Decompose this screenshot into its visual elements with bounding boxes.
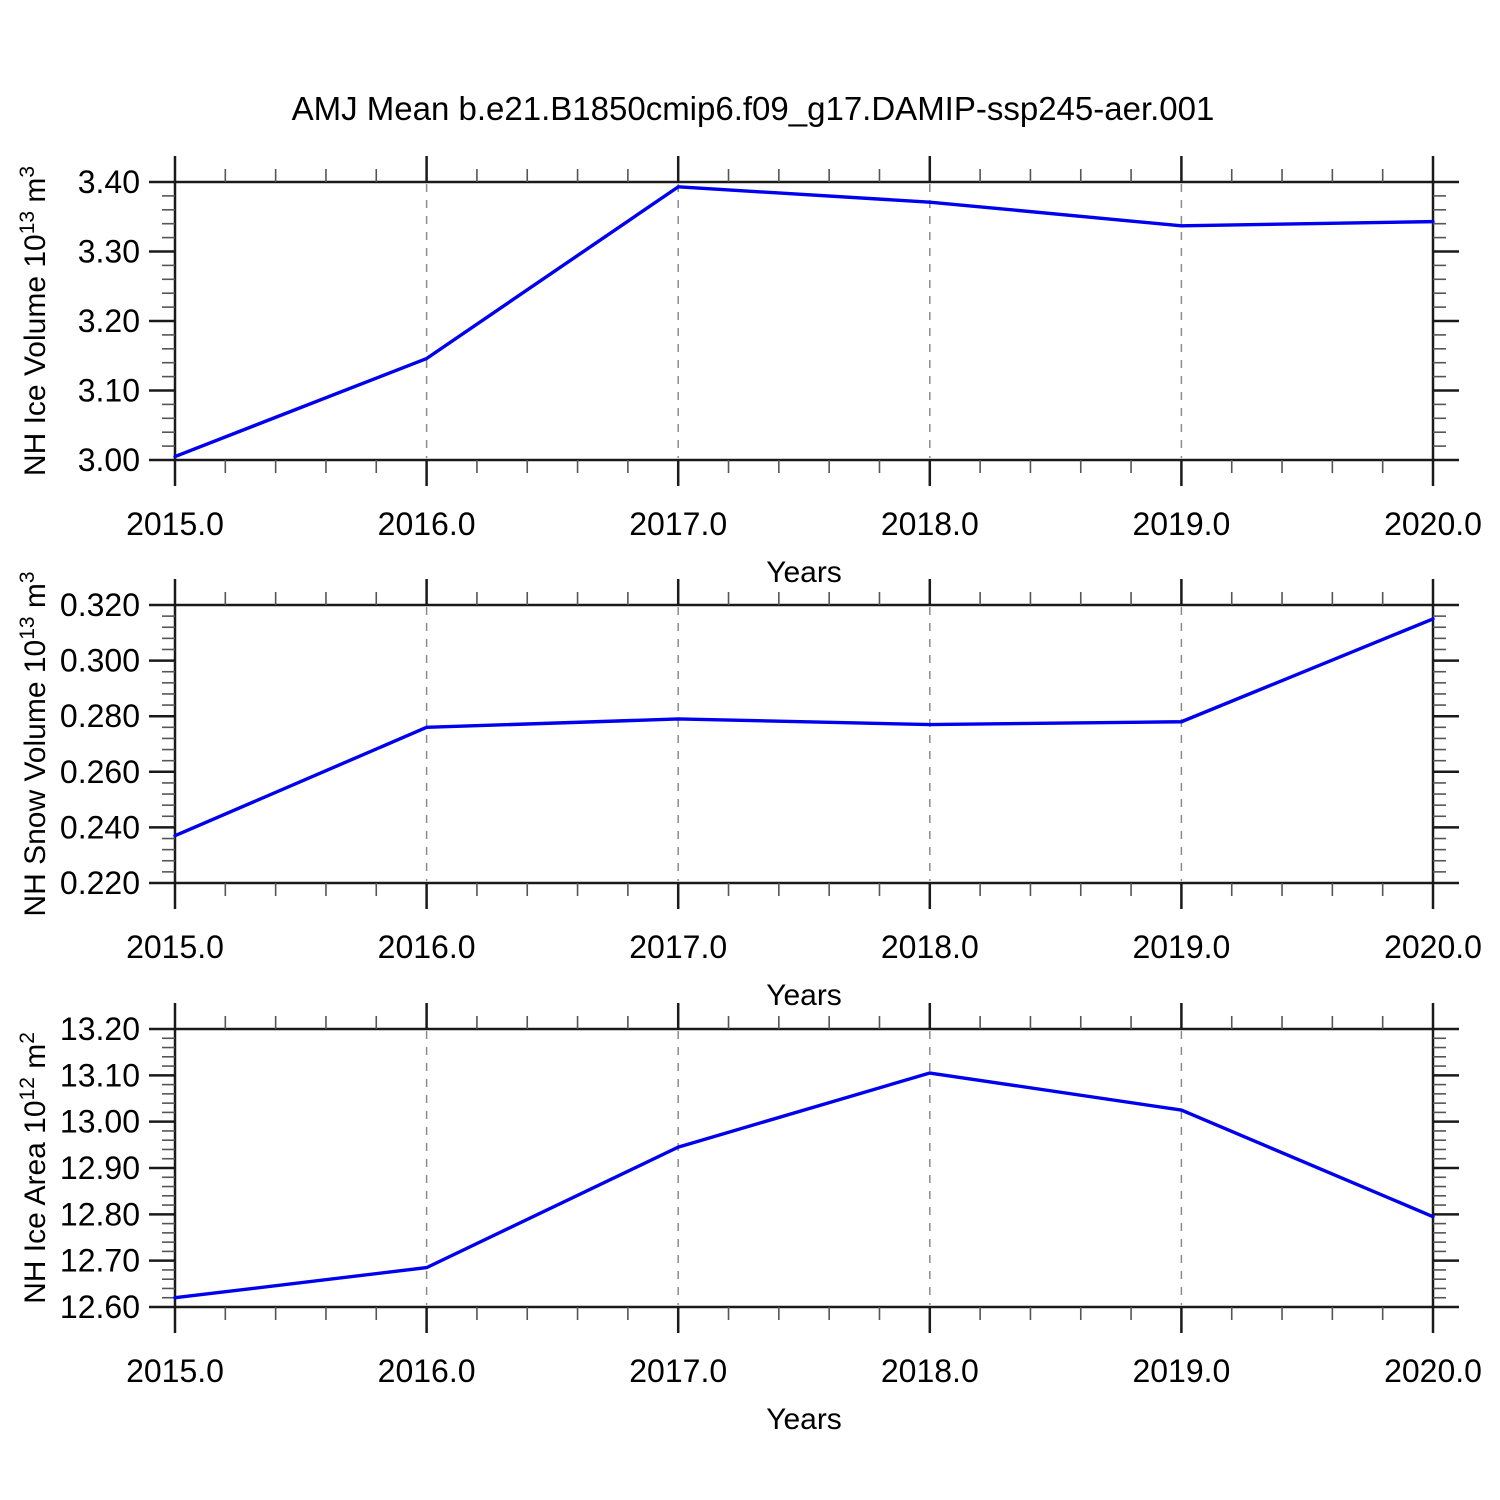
x-tick-label: 2016.0 bbox=[378, 929, 476, 965]
nh-ice-volume-line bbox=[173, 185, 1435, 459]
x-tick-label: 2020.0 bbox=[1384, 1353, 1482, 1389]
x-tick-label: 2018.0 bbox=[881, 929, 979, 965]
y-tick-label: 13.00 bbox=[60, 1104, 140, 1140]
y-tick-label: 3.40 bbox=[78, 164, 140, 200]
y-tick-label: 13.10 bbox=[60, 1057, 140, 1093]
y-tick-label: 12.80 bbox=[60, 1196, 140, 1232]
y-tick-label: 12.90 bbox=[60, 1150, 140, 1186]
y-tick-label: 0.300 bbox=[60, 643, 140, 679]
y-tick-label: 0.240 bbox=[60, 809, 140, 845]
x-tick-label: 2015.0 bbox=[126, 929, 224, 965]
y-axis-title: NH Snow Volume 1013 m3 bbox=[16, 571, 52, 916]
x-tick-label: 2020.0 bbox=[1384, 929, 1482, 965]
nh-snow-volume-line bbox=[173, 617, 1435, 838]
plot-border bbox=[173, 1027, 1435, 1309]
y-tick-label: 3.30 bbox=[78, 234, 140, 270]
x-tick-label: 2015.0 bbox=[126, 1353, 224, 1389]
y-tick-label: 3.10 bbox=[78, 373, 140, 409]
y-axis-title: NH Ice Area 1012 m2 bbox=[16, 1032, 52, 1304]
y-tick-label: 13.20 bbox=[60, 1011, 140, 1047]
y-tick-label: 3.00 bbox=[78, 442, 140, 478]
x-tick-label: 2017.0 bbox=[629, 929, 727, 965]
y-tick-label: 12.70 bbox=[60, 1243, 140, 1279]
figure-title: AMJ Mean b.e21.B1850cmip6.f09_g17.DAMIP-… bbox=[292, 90, 1215, 127]
y-axis-title: NH Ice Volume 1013 m3 bbox=[16, 166, 52, 476]
y-tick-label: 0.220 bbox=[60, 865, 140, 901]
plot-border bbox=[173, 603, 1435, 885]
x-axis-title: Years bbox=[766, 556, 842, 589]
x-tick-label: 2017.0 bbox=[629, 506, 727, 542]
x-tick-label: 2018.0 bbox=[881, 1353, 979, 1389]
x-tick-label: 2020.0 bbox=[1384, 506, 1482, 542]
y-tick-label: 12.60 bbox=[60, 1289, 140, 1325]
x-tick-label: 2019.0 bbox=[1132, 929, 1230, 965]
y-tick-label: 0.280 bbox=[60, 698, 140, 734]
x-tick-label: 2015.0 bbox=[126, 506, 224, 542]
x-tick-label: 2017.0 bbox=[629, 1353, 727, 1389]
x-axis-title: Years bbox=[766, 979, 842, 1012]
x-tick-label: 2019.0 bbox=[1132, 1353, 1230, 1389]
y-tick-label: 0.260 bbox=[60, 754, 140, 790]
y-tick-label: 0.320 bbox=[60, 587, 140, 623]
x-tick-label: 2016.0 bbox=[378, 1353, 476, 1389]
y-tick-label: 3.20 bbox=[78, 303, 140, 339]
x-axis-title: Years bbox=[766, 1403, 842, 1436]
nh-ice-area-line bbox=[173, 1071, 1435, 1300]
x-tick-label: 2016.0 bbox=[378, 506, 476, 542]
x-tick-label: 2019.0 bbox=[1132, 506, 1230, 542]
x-tick-label: 2018.0 bbox=[881, 506, 979, 542]
